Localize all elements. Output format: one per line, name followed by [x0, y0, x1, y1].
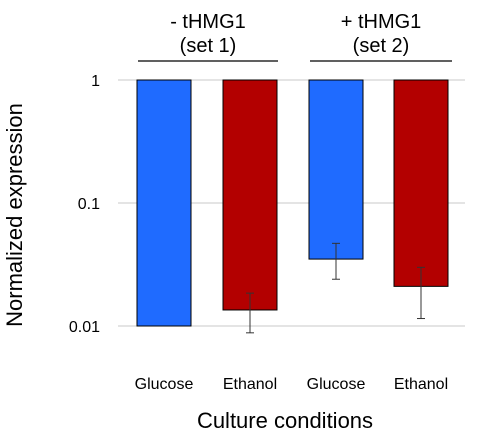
y-tick-label-2: 1 [91, 73, 100, 90]
x-category-label-3: Ethanol [394, 376, 448, 393]
y-tick-label-0: 0.01 [69, 319, 100, 336]
bar-1 [222, 79, 278, 311]
group-labels: - tHMG1(set 1) + tHMG1(set 2) [138, 11, 452, 62]
bar-2 [308, 79, 364, 260]
group-label-0-line2: (set 1) [180, 35, 237, 57]
x-category-label-1: Ethanol [223, 376, 277, 393]
y-tick-label-1: 0.1 [78, 196, 100, 213]
x-category-label-0: Glucose [135, 376, 194, 393]
error-bar-3 [417, 266, 425, 320]
x-category-labels: Glucose Ethanol Glucose Ethanol [135, 376, 448, 393]
group-label-0-line1: - tHMG1 [170, 11, 246, 33]
y-axis-title: Normalized expression [2, 103, 27, 327]
bar-3 [393, 79, 449, 287]
x-category-label-2: Glucose [307, 376, 366, 393]
error-bar-2 [332, 242, 340, 280]
y-tick-labels: 0.01 0.1 1 [69, 73, 100, 336]
bars [136, 79, 449, 327]
error-bars [246, 242, 425, 334]
error-bar-1 [246, 292, 254, 334]
group-label-1-line2: (set 2) [353, 35, 410, 57]
bar-0 [136, 79, 192, 327]
x-axis-title: Culture conditions [197, 408, 373, 433]
group-label-1-line1: + tHMG1 [341, 11, 422, 33]
